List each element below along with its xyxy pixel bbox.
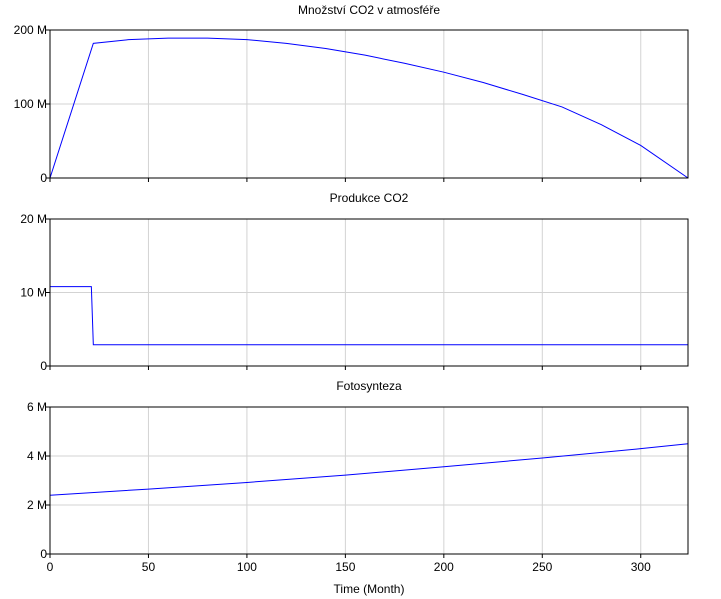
y-tick-label: 6 M: [27, 400, 47, 414]
chart-panel-co2-production: Produkce CO2 0 10 M 20 M: [20, 191, 689, 373]
plot-frame: [49, 406, 689, 555]
y-tick-label: 4 M: [27, 449, 47, 463]
chart-title: Produkce CO2: [330, 191, 409, 205]
x-tick-label: 50: [142, 560, 156, 574]
chart-title: Fotosynteza: [336, 379, 402, 393]
y-tick-label: 200 M: [14, 23, 47, 37]
series-line: [49, 443, 689, 496]
x-tick-label: 200: [434, 560, 454, 574]
chart-panel-co2-atmosphere: Množství CO2 v atmosféře 0 100 M 200 M: [14, 3, 689, 185]
chart-panel-photosynthesis: Fotosynteza 0 2 M 4 M 6 M 0 50 100 150 200 250 300 T…: [27, 379, 689, 596]
chart-title: Množství CO2 v atmosféře: [298, 3, 440, 17]
x-tick-label: 100: [237, 560, 257, 574]
series-line: [50, 286, 688, 346]
y-tick-label: 0: [40, 359, 47, 373]
x-tick-label: 250: [532, 560, 552, 574]
y-tick-label: 20 M: [20, 212, 47, 226]
x-axis-label: Time (Month): [334, 582, 405, 596]
y-tick-label: 100 M: [14, 97, 47, 111]
x-tick-label: 0: [47, 560, 54, 574]
series-line: [49, 37, 689, 179]
x-tick-label: 300: [631, 560, 651, 574]
x-tick-label: 150: [335, 560, 355, 574]
y-tick-label: 0: [40, 171, 47, 185]
y-tick-label: 2 M: [27, 498, 47, 512]
y-tick-label: 0: [40, 547, 47, 561]
y-tick-label: 10 M: [20, 286, 47, 300]
